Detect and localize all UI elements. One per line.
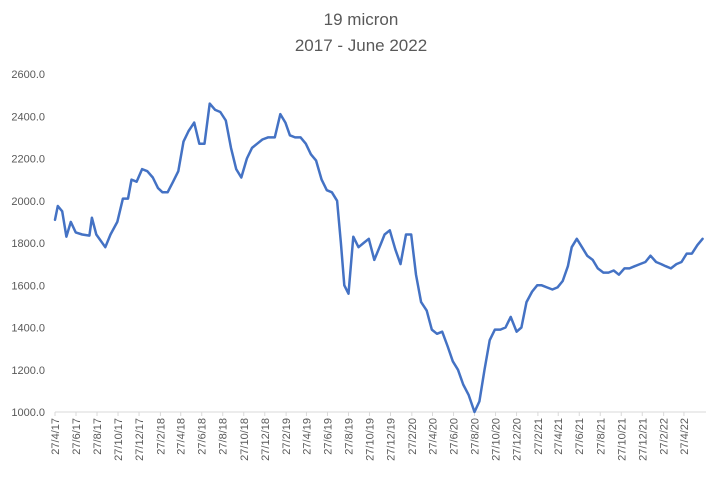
x-tick-label: 27/4/21 bbox=[553, 418, 565, 455]
y-tick-label: 2600.0 bbox=[11, 69, 45, 81]
x-tick-label: 27/8/17 bbox=[92, 418, 104, 455]
x-tick-label: 27/6/17 bbox=[71, 418, 83, 455]
x-tick-label: 27/4/19 bbox=[301, 418, 313, 455]
y-tick-label: 1400.0 bbox=[11, 323, 45, 335]
x-tick-label: 27/6/21 bbox=[574, 418, 586, 455]
y-tick-label: 2400.0 bbox=[11, 111, 45, 123]
x-tick-label: 27/6/20 bbox=[449, 418, 461, 455]
x-tick-label: 27/8/19 bbox=[343, 418, 355, 455]
x-tick-label: 27/10/17 bbox=[113, 418, 125, 461]
x-tick-label: 27/12/17 bbox=[134, 418, 146, 461]
x-tick-label: 27/2/22 bbox=[659, 418, 671, 455]
x-tick-label: 27/8/20 bbox=[470, 418, 482, 455]
y-tick-label: 1200.0 bbox=[11, 365, 45, 377]
y-axis-labels: 1000.0 1200.0 1400.0 1600.0 1800.0 2000.0 2200… bbox=[11, 69, 45, 419]
y-tick-label: 1800.0 bbox=[11, 238, 45, 250]
x-tick-label: 27/6/18 bbox=[197, 418, 209, 455]
x-tick-label: 27/4/22 bbox=[679, 418, 691, 455]
x-tick-label: 27/4/18 bbox=[176, 418, 188, 455]
series-line bbox=[53, 102, 704, 414]
x-axis: 27/4/17 27/6/17 27/8/17 27/10/17 27/12/17 27/… bbox=[50, 411, 706, 461]
x-tick-label: 27/8/18 bbox=[218, 418, 230, 455]
x-tick-label: 27/10/21 bbox=[616, 418, 628, 461]
x-tick-label: 27/6/19 bbox=[322, 418, 334, 455]
x-tick-label: 27/12/18 bbox=[260, 418, 272, 461]
chart-subtitle: 2017 - June 2022 bbox=[294, 36, 428, 55]
chart-title: 19 micron bbox=[323, 10, 399, 29]
x-tick-label: 27/8/21 bbox=[595, 418, 607, 455]
x-tick-label: 27/4/17 bbox=[50, 418, 62, 455]
x-tick-label: 27/2/20 bbox=[407, 418, 419, 455]
y-tick-label: 1000.0 bbox=[11, 407, 45, 419]
y-tick-label: 1600.0 bbox=[11, 280, 45, 292]
x-tick-label: 27/12/21 bbox=[637, 418, 649, 461]
x-tick-label: 27/4/20 bbox=[428, 418, 440, 455]
series-layer bbox=[53, 102, 704, 414]
x-tick-label: 27/12/19 bbox=[385, 418, 397, 461]
y-tick-label: 2000.0 bbox=[11, 196, 45, 208]
x-tick-label: 27/10/18 bbox=[239, 418, 251, 461]
x-tick-label: 27/2/21 bbox=[533, 418, 545, 455]
y-tick-label: 2200.0 bbox=[11, 154, 45, 166]
x-tick-label: 27/2/18 bbox=[155, 418, 167, 455]
x-tick-label: 27/10/20 bbox=[491, 418, 503, 461]
x-tick-label: 27/12/20 bbox=[512, 418, 524, 461]
x-tick-label: 27/10/19 bbox=[364, 418, 376, 461]
x-tick-label: 27/2/19 bbox=[281, 418, 293, 455]
